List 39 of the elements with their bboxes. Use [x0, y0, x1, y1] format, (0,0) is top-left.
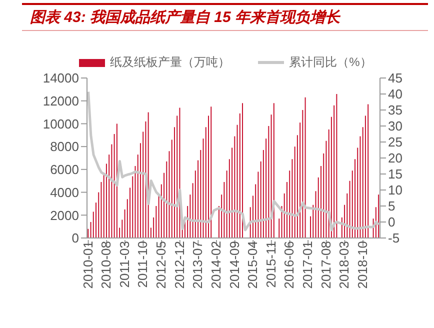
y2-tick-label: 20	[388, 150, 402, 166]
x-tick-label: 2012-05	[154, 241, 169, 289]
legend-label: 累计同比（%）	[289, 54, 372, 71]
x-tick-label: 2013-07	[190, 241, 206, 289]
x-tick-label: 2011-10	[135, 241, 150, 288]
y2-tick-label: 40	[388, 86, 402, 102]
y-tick-label: 2000	[50, 208, 79, 223]
line-series	[87, 90, 380, 232]
x-tick-label: 2015-04	[245, 241, 260, 289]
y2-tick-label: -5	[388, 230, 400, 246]
y2-tick-label: 25	[388, 134, 402, 150]
y2-tick-label: 30	[388, 118, 402, 134]
y-tick-label: 0	[72, 230, 79, 246]
y-tick-label: 14000	[42, 70, 79, 86]
x-tick-label: 2010-08	[98, 241, 114, 289]
x-tick-label: 2012-12	[172, 241, 187, 289]
y2-tick-label: 15	[388, 166, 402, 182]
y2-tick-label: 5	[388, 198, 396, 214]
x-tick-label: 2017-08	[318, 241, 334, 289]
y-tick-label: 10000	[42, 116, 79, 132]
x-tick-label: 2018-03	[336, 241, 352, 289]
y-tick-label: 6000	[50, 162, 79, 178]
y-tick-label: 8000	[50, 139, 79, 154]
x-tick-label: 2018-10	[354, 241, 370, 289]
y-tick-label: 12000	[42, 93, 79, 108]
x-tick-label: 2017-01	[300, 241, 316, 289]
y2-tick-label: 10	[388, 182, 402, 198]
y2-tick-label: 0	[388, 214, 396, 230]
x-tick-label: 2010-01	[80, 241, 96, 289]
legend-label: 纸及纸板产量（万吨）	[110, 54, 230, 71]
y-tick-label: 4000	[50, 184, 79, 200]
y2-tick-label: 35	[388, 102, 402, 118]
chart-title: 图表 43: 我国成品纸产量自 15 年来首现负增长	[30, 8, 340, 27]
x-tick-label: 2015-11	[263, 241, 278, 288]
x-tick-label: 2016-06	[282, 241, 297, 289]
x-tick-label: 2014-09	[226, 241, 242, 289]
y2-tick-label: 45	[388, 70, 402, 86]
x-tick-label: 2014-02	[208, 241, 224, 289]
x-tick-label: 2011-03	[116, 241, 132, 288]
